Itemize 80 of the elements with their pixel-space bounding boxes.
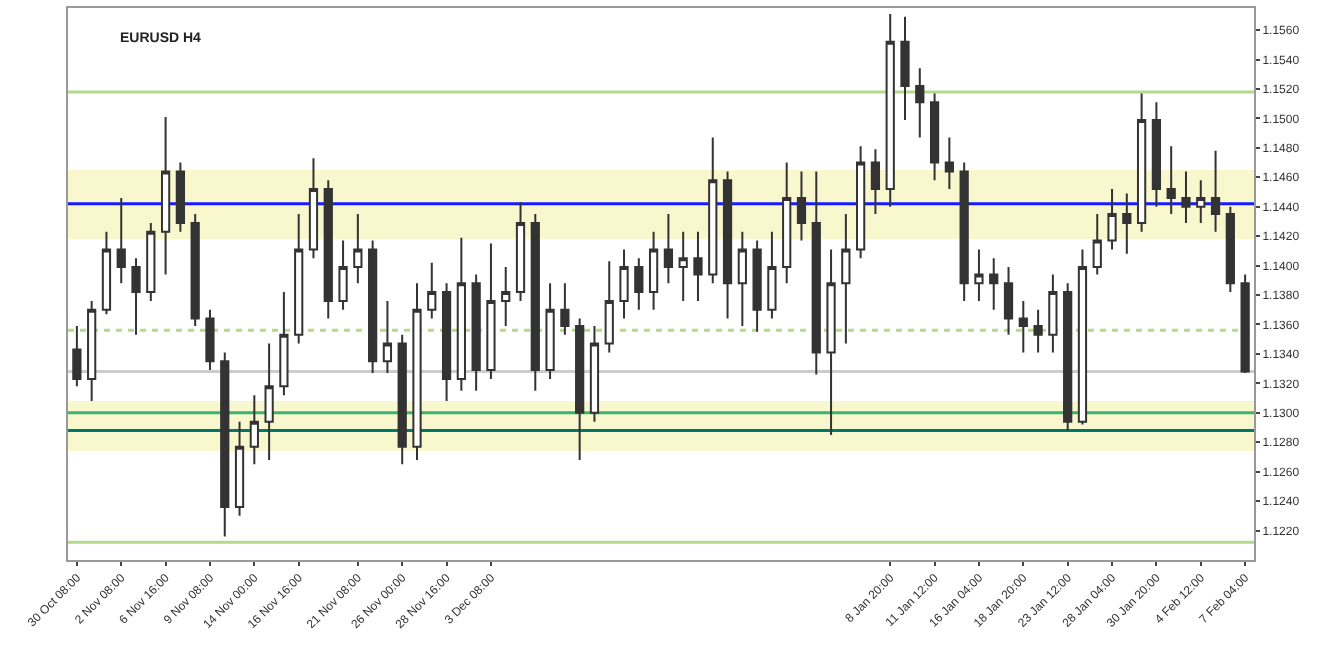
candlestick (752, 239, 762, 333)
candlestick (826, 248, 836, 436)
candlestick (545, 282, 555, 380)
candlestick (604, 260, 614, 354)
candlestick (397, 333, 407, 466)
candlestick (1151, 101, 1162, 208)
candlestick (205, 308, 215, 372)
candlestick (530, 213, 540, 392)
candlestick (959, 161, 969, 302)
candlestick (693, 230, 703, 302)
candlestick (678, 230, 688, 302)
candlestick (160, 115, 171, 276)
candlestick (1122, 192, 1132, 255)
candlestick (782, 161, 792, 285)
candlestick (471, 273, 481, 392)
candlestick (619, 248, 629, 320)
candlestick (944, 136, 954, 191)
candlestick (412, 282, 422, 461)
candlestick (989, 257, 999, 311)
candlestick (575, 317, 585, 461)
candlestick (234, 420, 245, 517)
candlestick (1063, 282, 1073, 432)
candlestick (1077, 248, 1088, 426)
candlestick (190, 213, 200, 327)
candlestick (87, 299, 97, 403)
candlestick (486, 242, 496, 380)
candlestick (308, 157, 319, 260)
candlestick (974, 248, 984, 302)
candlestick (1240, 273, 1250, 375)
candlestick (1048, 273, 1058, 354)
candlestick (501, 266, 511, 327)
candlestick (249, 394, 259, 466)
candlestick (368, 239, 378, 375)
candlestick (1210, 149, 1221, 233)
candlestick (1225, 205, 1235, 294)
candlestick (589, 324, 600, 423)
candlestick (1003, 266, 1014, 336)
candlestick (338, 239, 348, 311)
candlestick (900, 15, 910, 121)
candlestick (1018, 299, 1028, 354)
candlestick (1136, 92, 1147, 233)
candlestick (294, 213, 304, 345)
candlestick (885, 12, 895, 208)
candlestick (767, 230, 777, 320)
candlestick (264, 342, 274, 461)
candlestick (220, 351, 230, 538)
candlestick (279, 291, 289, 397)
candlestick (663, 213, 674, 285)
candlestick (1033, 308, 1043, 354)
candlestick (722, 170, 733, 320)
candlestick (856, 145, 866, 260)
candlestick (1196, 179, 1206, 224)
candlestick (146, 221, 156, 302)
candlestick (796, 170, 807, 242)
candlestick (1092, 213, 1102, 276)
candlestick (915, 67, 925, 139)
candlestick (427, 261, 437, 320)
candlestick (101, 230, 112, 316)
candlestick (560, 282, 570, 336)
candlestick (648, 230, 659, 311)
candlestick (870, 148, 881, 216)
candlestick (456, 236, 466, 392)
candlestick (1181, 170, 1191, 224)
candlestick (131, 257, 141, 336)
candlestick (708, 136, 718, 285)
candlestick (72, 324, 82, 388)
candlestick (382, 299, 393, 375)
candlestick (353, 213, 363, 285)
candlestick (441, 282, 452, 403)
candlestick (1166, 145, 1176, 216)
candlestick (737, 230, 747, 327)
candlestick (515, 201, 526, 302)
candlestick (841, 213, 851, 345)
candlestick (116, 196, 126, 285)
candlestick (634, 257, 644, 311)
candlestick (1107, 188, 1117, 251)
candlestick (811, 170, 821, 376)
candlestick (175, 161, 186, 233)
candlestick (929, 92, 940, 182)
candlestick (323, 179, 333, 320)
